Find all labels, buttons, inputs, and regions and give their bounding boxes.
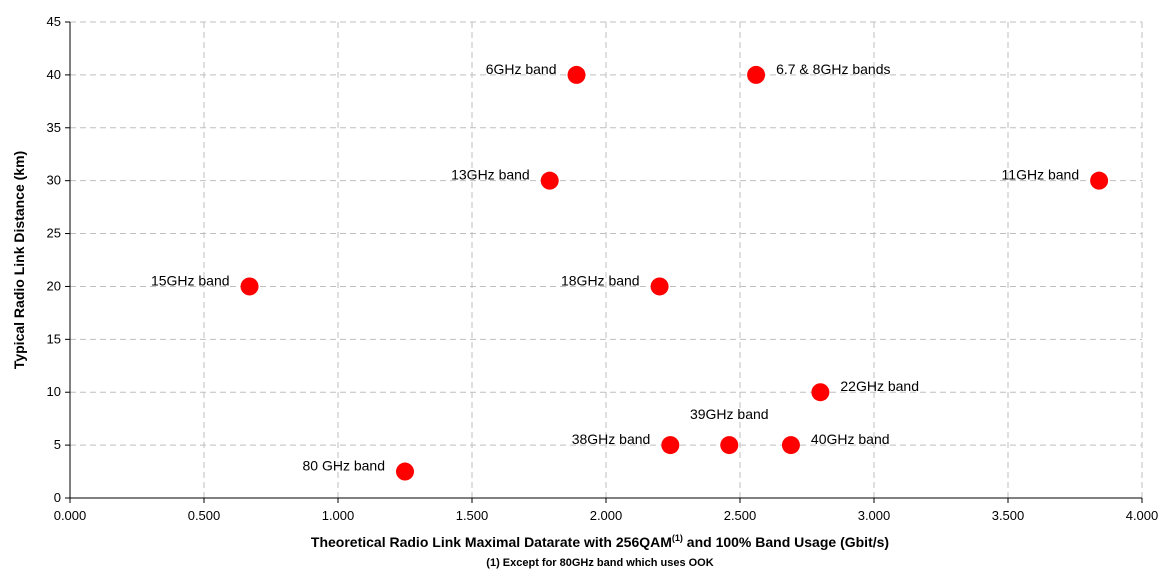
point-label: 22GHz band <box>840 378 919 394</box>
footnote: (1) Except for 80GHz band which uses OOK <box>486 557 713 569</box>
point-label: 6.7 & 8GHz bands <box>776 61 890 77</box>
x-tick-label: 1.000 <box>322 508 355 523</box>
x-axis-title-tail: and 100% Band Usage (Gbit/s) <box>683 534 889 550</box>
x-axis-title-superscript: (1) <box>672 533 683 543</box>
data-point <box>811 383 830 402</box>
x-ticks: 0.000 0.500 1.000 1.500 2.000 2.500 3.000 3.500… <box>54 498 1159 523</box>
data-points <box>240 65 1109 481</box>
point-label: 38GHz band <box>572 431 651 447</box>
x-tick-label: 3.500 <box>992 508 1025 523</box>
x-tick-label: 2.500 <box>724 508 757 523</box>
grid-lines <box>70 21 1143 498</box>
x-axis-title-main: Theoretical Radio Link Maximal Datarate … <box>311 534 672 550</box>
point-label: 15GHz band <box>151 272 230 288</box>
y-tick-label: 35 <box>47 120 61 135</box>
data-point <box>720 436 739 455</box>
data-point <box>540 171 559 190</box>
x-tick-label: 1.500 <box>456 508 489 523</box>
y-tick-label: 30 <box>47 173 61 188</box>
x-tick-label: 3.000 <box>858 508 891 523</box>
data-point <box>240 277 259 296</box>
data-point <box>1090 171 1109 190</box>
data-point <box>650 277 669 296</box>
point-labels: 6GHz band 6.7 & 8GHz bands 13GHz band 11GHz… <box>151 61 1079 474</box>
y-tick-label: 0 <box>54 490 61 505</box>
data-point <box>661 436 680 455</box>
y-tick-label: 5 <box>54 437 61 452</box>
x-tick-label: 4.000 <box>1126 508 1159 523</box>
point-label: 39GHz band <box>690 406 769 422</box>
y-axis-title: Typical Radio Link Distance (km) <box>11 151 27 369</box>
point-label: 13GHz band <box>451 167 530 183</box>
y-tick-label: 45 <box>47 14 61 29</box>
y-tick-label: 10 <box>47 384 61 399</box>
point-label: 80 GHz band <box>303 458 386 474</box>
data-point <box>781 436 800 455</box>
y-tick-label: 20 <box>47 278 61 293</box>
point-label: 6GHz band <box>486 61 557 77</box>
y-tick-label: 15 <box>47 331 61 346</box>
data-point <box>396 462 414 481</box>
point-label: 18GHz band <box>561 272 640 288</box>
x-tick-label: 0.000 <box>54 508 87 523</box>
data-point <box>747 65 766 84</box>
y-tick-label: 25 <box>47 226 61 241</box>
point-label: 40GHz band <box>811 431 890 447</box>
x-tick-label: 0.500 <box>188 508 221 523</box>
x-axis-title: Theoretical Radio Link Maximal Datarate … <box>311 533 889 550</box>
x-tick-label: 2.000 <box>590 508 623 523</box>
data-point <box>567 65 586 84</box>
y-tick-label: 40 <box>47 67 61 82</box>
y-ticks: 0 5 10 15 20 25 30 35 40 45 <box>47 14 70 505</box>
point-label: 11GHz band <box>1002 167 1080 183</box>
